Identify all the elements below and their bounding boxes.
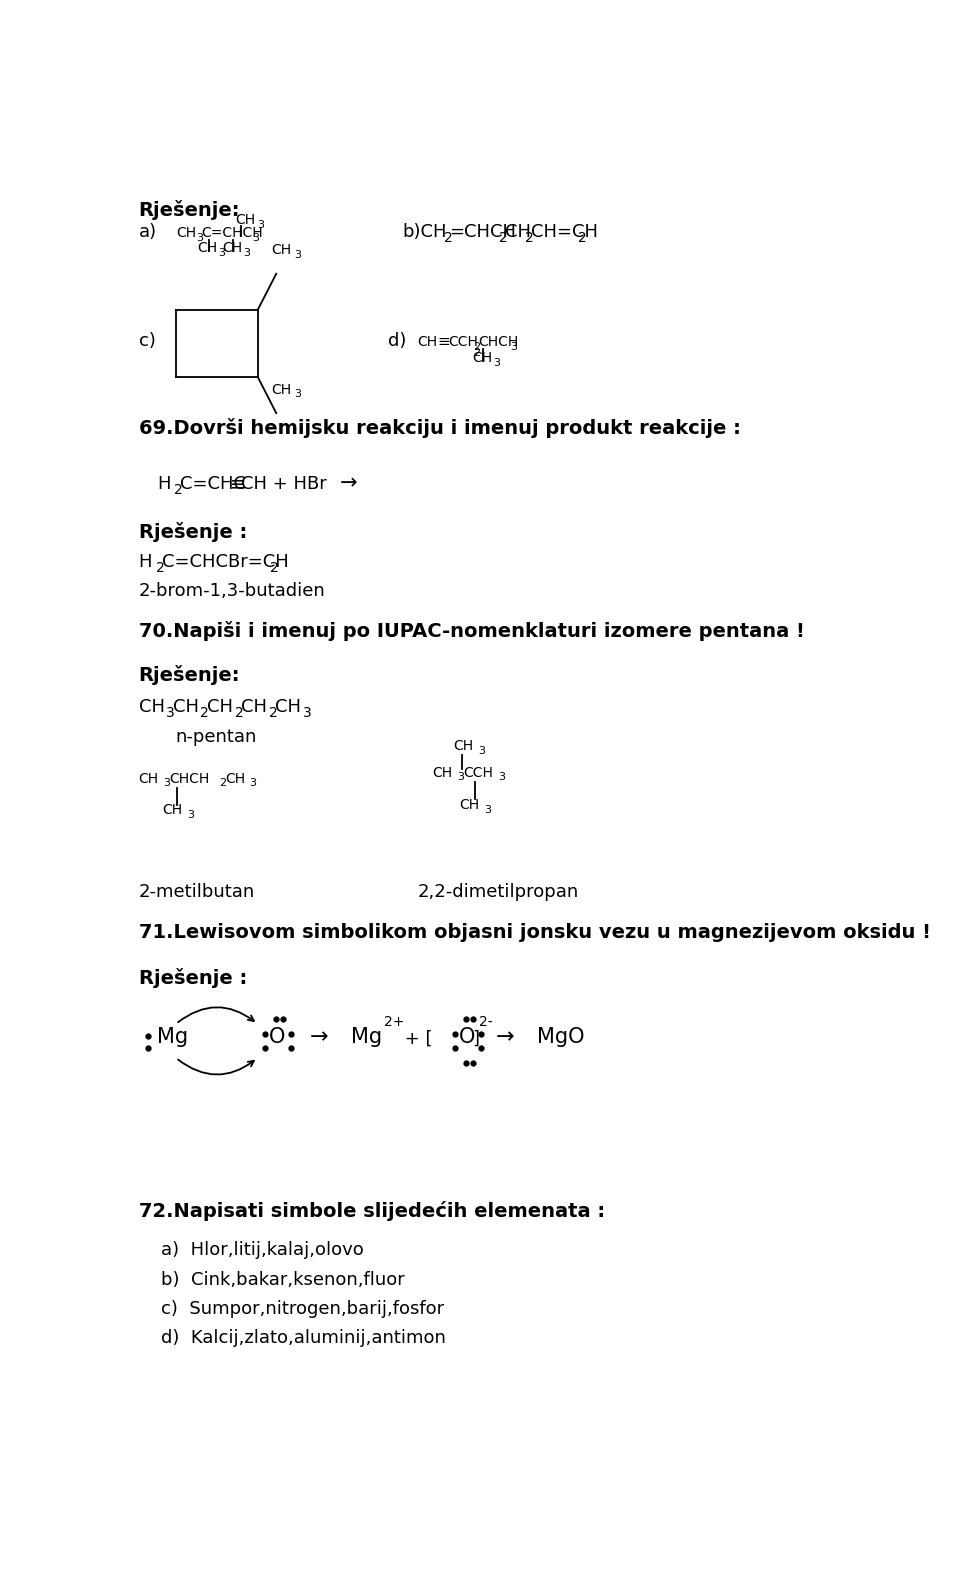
Text: 2: 2 xyxy=(174,483,182,497)
Text: 2-metilbutan: 2-metilbutan xyxy=(138,883,254,900)
Text: CCH: CCH xyxy=(448,335,478,349)
Text: d)  Kalcij,zlato,aluminij,antimon: d) Kalcij,zlato,aluminij,antimon xyxy=(161,1328,445,1347)
Text: CCH: CCH xyxy=(463,765,492,779)
Text: CH: CH xyxy=(138,699,164,716)
Text: CH: CH xyxy=(222,241,242,255)
Text: =CHCH: =CHCH xyxy=(449,224,516,241)
Text: 3: 3 xyxy=(197,233,204,242)
Text: 2: 2 xyxy=(472,348,480,359)
Text: Mg: Mg xyxy=(350,1028,382,1047)
Text: ]: ] xyxy=(472,1029,479,1047)
Text: CH: CH xyxy=(418,335,438,349)
Text: ≡: ≡ xyxy=(230,474,247,494)
Text: CH: CH xyxy=(198,241,218,255)
Text: CH: CH xyxy=(271,244,291,257)
Text: CH: CH xyxy=(207,699,233,716)
Text: CHCH: CHCH xyxy=(479,335,518,349)
Text: c): c) xyxy=(138,332,156,351)
Text: 2: 2 xyxy=(578,231,587,246)
Text: 2-: 2- xyxy=(479,1015,493,1029)
Text: 2: 2 xyxy=(473,342,481,353)
Text: 3: 3 xyxy=(457,773,464,782)
Text: CH: CH xyxy=(505,224,532,241)
Text: 3: 3 xyxy=(257,220,265,230)
Text: a)  Hlor,litij,kalaj,olovo: a) Hlor,litij,kalaj,olovo xyxy=(161,1242,364,1259)
Text: 2: 2 xyxy=(269,707,277,721)
Text: CH: CH xyxy=(276,699,301,716)
Text: CH: CH xyxy=(235,212,255,227)
Text: 2: 2 xyxy=(219,779,226,789)
Text: + [: + [ xyxy=(399,1029,433,1047)
Text: 3: 3 xyxy=(294,389,301,400)
Text: →: → xyxy=(340,474,358,494)
Text: CH: CH xyxy=(241,699,267,716)
Text: CH: CH xyxy=(459,798,479,812)
Text: MgO: MgO xyxy=(537,1028,584,1047)
Text: CH: CH xyxy=(453,740,473,752)
Text: H: H xyxy=(138,552,152,571)
Text: CH + HBr: CH + HBr xyxy=(241,475,332,494)
Text: 2: 2 xyxy=(271,560,279,575)
Text: Rješenje:: Rješenje: xyxy=(138,664,240,685)
Text: 2: 2 xyxy=(525,231,534,246)
Text: CH: CH xyxy=(173,699,199,716)
Text: d): d) xyxy=(388,332,406,351)
Text: C=CHC: C=CHC xyxy=(180,475,246,494)
Text: C=CHCBr=CH: C=CHCBr=CH xyxy=(161,552,288,571)
Text: 2+: 2+ xyxy=(384,1015,404,1029)
Text: 71.Lewisovom simbolikom objasni jonsku vezu u magnezijevom oksidu !: 71.Lewisovom simbolikom objasni jonsku v… xyxy=(138,922,930,941)
Text: 2: 2 xyxy=(156,560,164,575)
Text: Mg: Mg xyxy=(157,1028,188,1047)
Text: CHCH: CHCH xyxy=(169,771,209,785)
Text: 2: 2 xyxy=(201,707,209,721)
Text: 3: 3 xyxy=(187,811,194,820)
Text: →: → xyxy=(495,1028,515,1047)
Text: c)  Sumpor,nitrogen,barij,fosfor: c) Sumpor,nitrogen,barij,fosfor xyxy=(161,1300,444,1317)
Text: 2,2-dimetilpropan: 2,2-dimetilpropan xyxy=(418,883,579,900)
Text: 3: 3 xyxy=(294,250,301,260)
Text: 3: 3 xyxy=(166,707,175,721)
Text: 69.Dovrši hemijsku reakciju i imenuj produkt reakcije :: 69.Dovrši hemijsku reakciju i imenuj pro… xyxy=(138,417,740,438)
Text: →: → xyxy=(310,1028,328,1047)
Text: n-pentan: n-pentan xyxy=(176,727,257,746)
Text: 3: 3 xyxy=(243,247,250,258)
Text: Rješenje :: Rješenje : xyxy=(138,523,247,541)
Text: CH: CH xyxy=(176,227,196,241)
Text: 70.Napiši i imenuj po IUPAC-nomenklaturi izomere pentana !: 70.Napiši i imenuj po IUPAC-nomenklaturi… xyxy=(138,622,804,641)
Text: H: H xyxy=(157,475,171,494)
Text: 2-brom-1,3-butadien: 2-brom-1,3-butadien xyxy=(138,582,325,600)
Text: 3: 3 xyxy=(303,707,312,721)
Text: ≡: ≡ xyxy=(438,334,450,349)
Text: 3: 3 xyxy=(484,804,491,815)
Text: C=CHCH: C=CHCH xyxy=(201,227,263,241)
Text: O: O xyxy=(459,1028,475,1047)
Text: 3: 3 xyxy=(498,773,505,782)
Text: CH: CH xyxy=(162,803,182,817)
Text: 2: 2 xyxy=(499,231,508,246)
Text: b)  Cink,bakar,ksenon,fluor: b) Cink,bakar,ksenon,fluor xyxy=(161,1270,405,1289)
Text: 3: 3 xyxy=(510,342,516,353)
Text: a): a) xyxy=(138,224,156,241)
Text: CH: CH xyxy=(271,382,291,397)
Text: 3: 3 xyxy=(478,746,485,756)
Text: O: O xyxy=(269,1028,285,1047)
Text: 3: 3 xyxy=(218,247,226,258)
Text: 72.Napisati simbole slijedećih elemenata :: 72.Napisati simbole slijedećih elemenata… xyxy=(138,1201,605,1221)
Text: CH=CH: CH=CH xyxy=(532,224,598,241)
Text: CH: CH xyxy=(225,771,245,785)
Text: 3: 3 xyxy=(163,779,170,789)
Text: 3: 3 xyxy=(252,233,259,242)
Text: Rješenje :: Rješenje : xyxy=(138,968,247,988)
Text: CH: CH xyxy=(432,765,452,779)
Text: 3: 3 xyxy=(492,357,500,368)
Text: 2: 2 xyxy=(234,707,243,721)
Text: CH: CH xyxy=(472,351,492,365)
Text: 3: 3 xyxy=(249,779,255,789)
Text: b)CH: b)CH xyxy=(403,224,447,241)
Text: CH: CH xyxy=(138,771,158,785)
Text: Rješenje:: Rješenje: xyxy=(138,200,240,219)
Text: 2: 2 xyxy=(444,231,452,246)
